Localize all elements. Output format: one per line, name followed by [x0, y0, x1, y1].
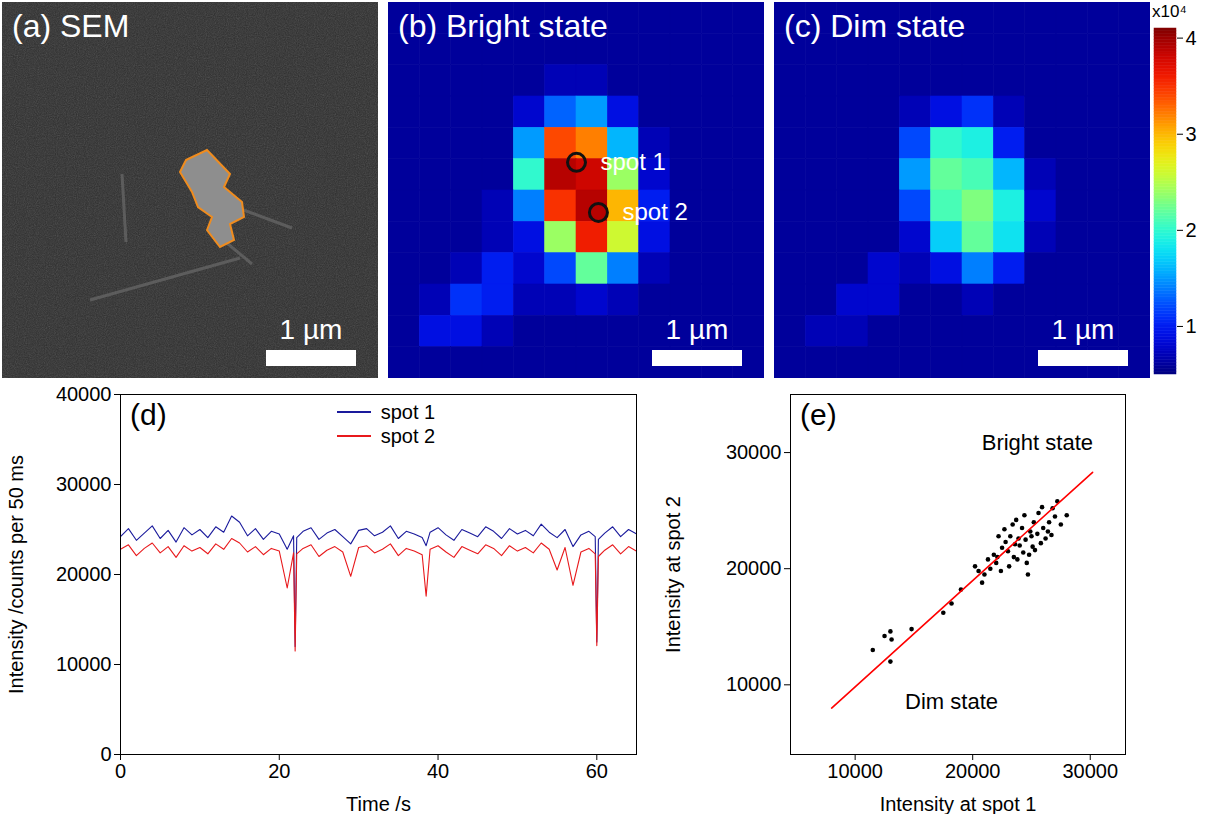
svg-text:Intensity at spot 2: Intensity at spot 2: [662, 496, 684, 653]
svg-text:Intensity /counts per 50 ms: Intensity /counts per 50 ms: [5, 455, 27, 694]
svg-text:4: 4: [1186, 27, 1197, 49]
html-text:1 µm: 1 µm: [279, 314, 343, 345]
html-text:(b) Bright state: (b) Bright state: [398, 8, 608, 44]
svg-text:0: 0: [115, 760, 126, 782]
svg-text:20000: 20000: [56, 563, 112, 585]
html-text:spot 1: spot 1: [380, 400, 436, 423]
html-text:spot 2: spot 2: [380, 424, 436, 447]
svg-text:3: 3: [1186, 123, 1197, 145]
svg-text:40000: 40000: [56, 384, 112, 405]
svg-text:10000: 10000: [726, 673, 782, 695]
svg-text:spot 1: spot 1: [601, 148, 666, 175]
html-text:x10⁴: x10⁴: [1152, 2, 1187, 21]
svg-text:20000: 20000: [726, 557, 782, 579]
svg-text:10000: 10000: [56, 653, 112, 675]
svg-text:1: 1: [1186, 315, 1197, 337]
html-text:(a) SEM: (a) SEM: [12, 8, 130, 44]
svg-text:20: 20: [268, 760, 290, 782]
html-text:(d): (d): [130, 398, 167, 431]
svg-text:Dim state: Dim state: [905, 689, 998, 714]
svg-text:Time /s: Time /s: [346, 793, 411, 815]
svg-text:2: 2: [1186, 219, 1197, 241]
svg-text:spot 2: spot 2: [622, 198, 687, 225]
svg-text:Bright state: Bright state: [982, 430, 1093, 455]
svg-text:30000: 30000: [726, 441, 782, 463]
html-text:1 µm: 1 µm: [1051, 314, 1115, 345]
svg-text:Intensity at spot 1: Intensity at spot 1: [880, 793, 1037, 815]
svg-text:20000: 20000: [945, 760, 1001, 782]
svg-text:40: 40: [427, 760, 449, 782]
svg-text:0: 0: [100, 743, 111, 765]
html-text:(c) Dim state: (c) Dim state: [784, 8, 966, 44]
svg-text:30000: 30000: [56, 473, 112, 495]
svg-text:10000: 10000: [827, 760, 883, 782]
svg-text:60: 60: [586, 760, 608, 782]
svg-text:30000: 30000: [1062, 760, 1118, 782]
html-text:(e): (e): [800, 398, 837, 431]
html-text:1 µm: 1 µm: [665, 314, 729, 345]
